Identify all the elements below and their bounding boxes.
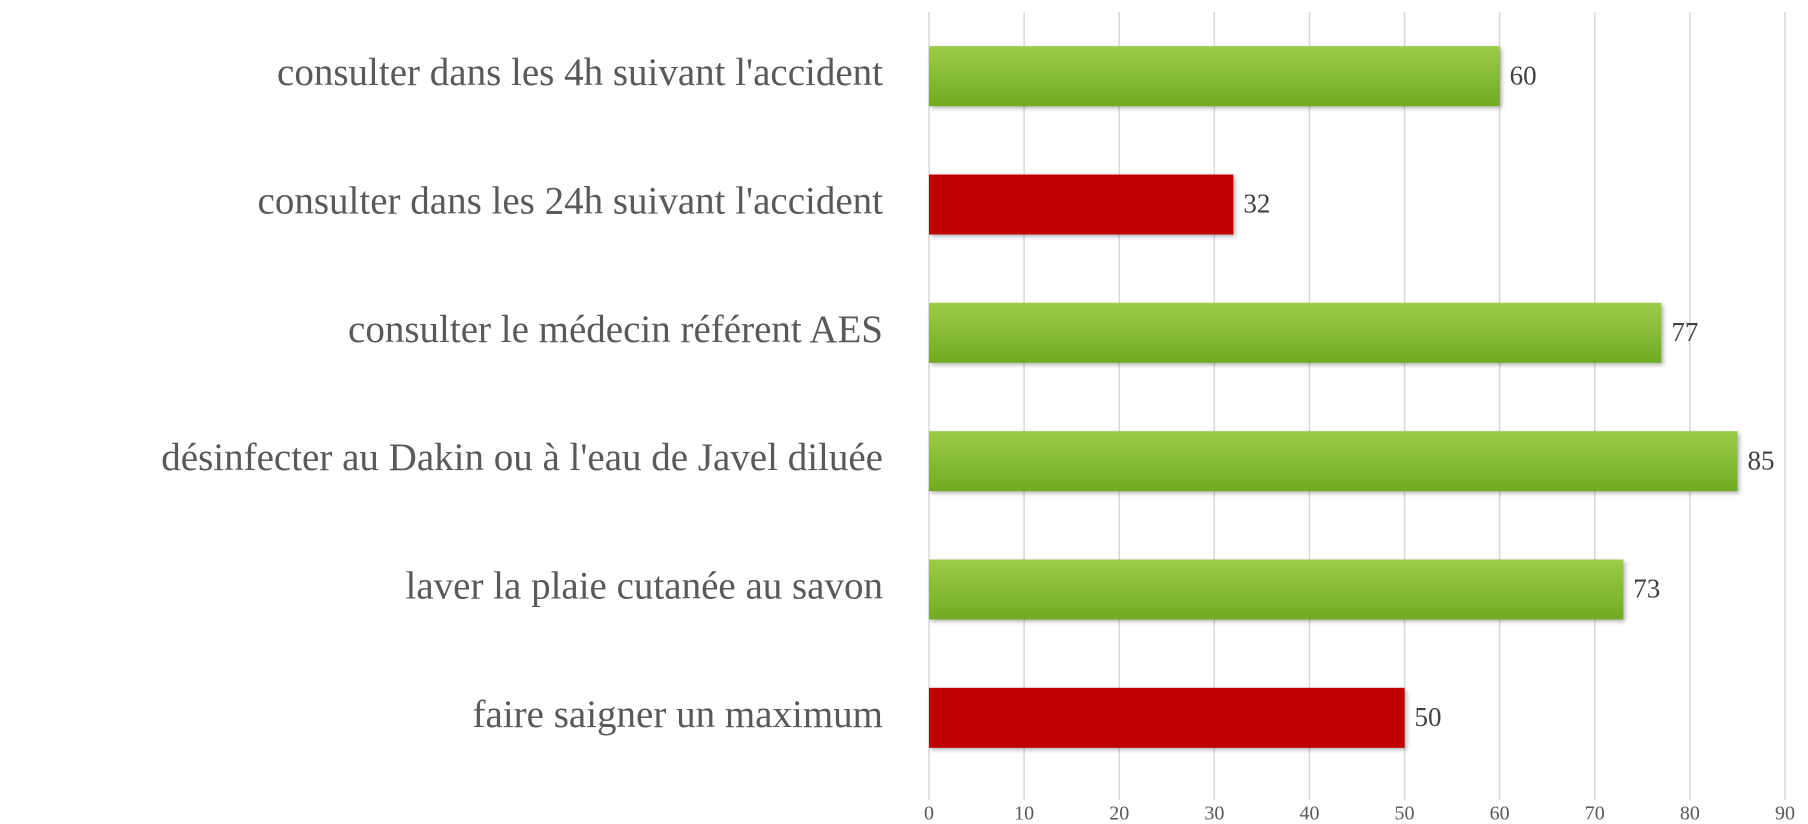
x-tick-label: 40 [1299,803,1319,824]
x-tick-label: 80 [1680,803,1700,824]
x-tick-label: 70 [1585,803,1605,824]
value-label: 50 [1415,702,1442,732]
bar [929,687,1405,748]
x-tick-label: 50 [1395,803,1415,824]
y-tick-label: consulter dans les 24h suivant l'acciden… [258,179,884,222]
y-tick-label: désinfecter au Dakin ou à l'eau de Javel… [161,436,883,479]
value-label: 60 [1510,60,1537,90]
value-label: 73 [1633,574,1660,604]
x-tick-label: 30 [1204,803,1224,824]
value-label: 32 [1243,189,1270,219]
x-tick-label: 10 [1014,803,1034,824]
y-tick-label: faire saigner un maximum [473,693,883,736]
y-tick-label: consulter dans les 4h suivant l'accident [277,51,883,94]
y-tick-label: laver la plaie cutanée au savon [405,564,883,607]
bar [929,431,1738,492]
bar [929,174,1234,235]
bar [929,302,1662,363]
value-label: 85 [1747,445,1774,475]
y-tick-label: consulter le médecin référent AES [348,308,883,351]
x-tick-label: 0 [924,803,934,824]
value-label: 77 [1671,317,1698,347]
x-tick-label: 60 [1490,803,1510,824]
x-tick-label: 20 [1109,803,1129,824]
x-tick-label: 90 [1775,803,1795,824]
bar [929,559,1624,620]
bar [929,46,1500,107]
